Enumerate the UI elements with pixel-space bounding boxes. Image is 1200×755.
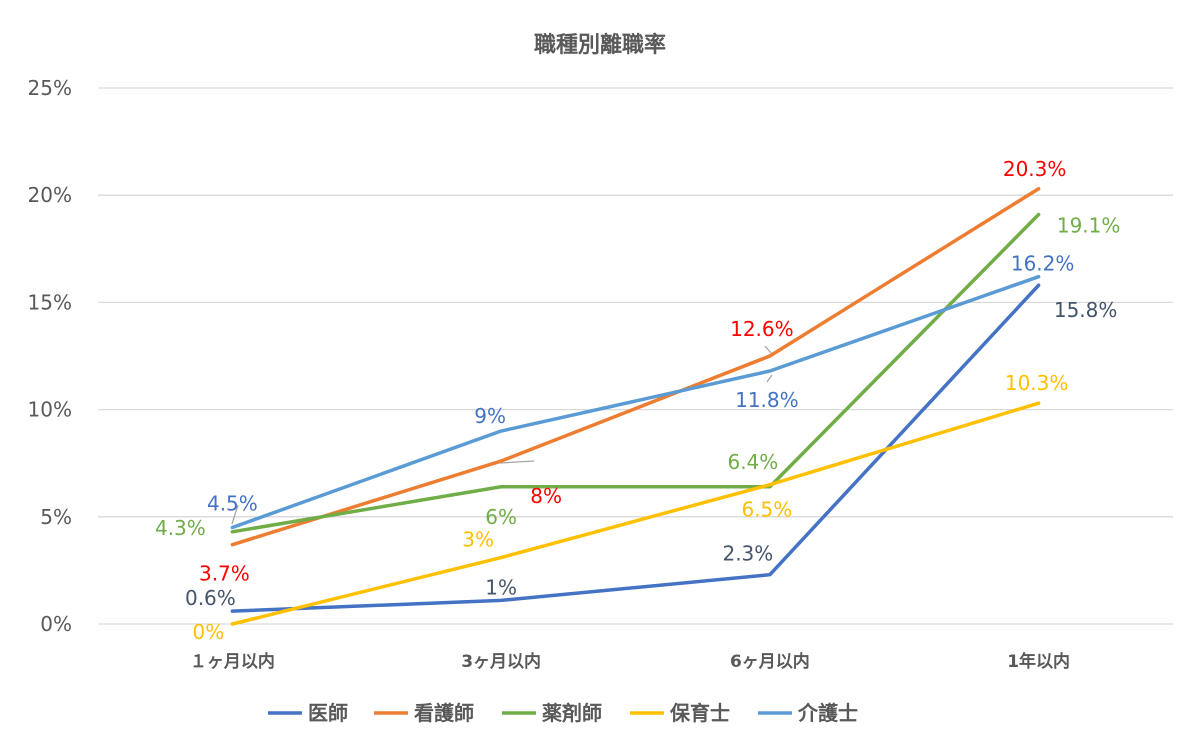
data-label: 16.2% [1011,252,1075,276]
y-axis: 0% 5% 10% 15% 20% 25% [28,76,72,636]
leader-line [764,345,772,354]
data-label: 19.1% [1057,213,1121,237]
y-tick-label: 15% [28,290,72,314]
data-label: 3.7% [199,562,250,586]
data-label: 3% [462,528,494,552]
data-label: 2.3% [722,542,773,566]
y-tick-label: 10% [28,398,72,422]
data-label: 6.4% [727,450,778,474]
legend-item: 薬剤師 [502,701,602,725]
legend-label: 医師 [308,701,348,725]
y-tick-label: 25% [28,76,72,100]
series-line-1 [230,187,1041,547]
data-label: 6% [485,505,517,529]
leader-line [499,460,535,464]
series-line-2 [230,212,1041,534]
chart-title: 職種別離職率 [534,32,666,58]
leader-line [766,374,773,383]
data-label: 12.6% [730,317,794,341]
legend-label: 介護士 [797,701,858,725]
legend-item: 介護士 [758,701,858,725]
legend-label: 薬剤師 [542,701,602,725]
data-label: 9% [474,404,506,428]
data-label: 1% [485,575,517,599]
legend-label: 保育士 [669,701,730,725]
series-line-0 [230,283,1041,613]
data-label: 15.8% [1054,298,1118,322]
data-label: 10.3% [1005,371,1069,395]
legend-item: 保育士 [630,701,730,725]
leader-line [231,504,239,525]
x-tick-label: １ヶ月以内 [190,651,275,672]
data-labels: 0.6% 1% 2.3% 15.8% 3.7% 8% 12.6% 20.3% 4.3% 6% 6.4… [155,157,1120,644]
x-tick-label: 1年以内 [1007,651,1070,672]
legend-item: 医師 [268,701,348,725]
data-label: 0% [193,620,225,644]
series-lines [230,187,1041,626]
y-tick-label: 0% [40,612,72,636]
series-line-3 [230,401,1041,626]
data-label: 0.6% [185,586,236,610]
x-tick-label: 6ヶ月以内 [730,651,810,672]
y-tick-label: 5% [40,505,72,529]
x-axis: １ヶ月以内 3ヶ月以内 6ヶ月以内 1年以内 [190,651,1070,672]
series-line-4 [230,274,1041,530]
legend-label: 看護師 [414,701,474,725]
legend-item: 看護師 [374,701,474,725]
leader-lines [231,345,773,525]
data-label: 8% [530,484,562,508]
x-tick-label: 3ヶ月以内 [461,651,541,672]
data-label: 20.3% [1003,157,1067,181]
data-label: 6.5% [741,498,792,522]
y-tick-label: 20% [28,183,72,207]
legend: 医師 看護師 薬剤師 保育士 介護士 [268,701,858,725]
data-label: 4.3% [155,516,206,540]
data-label: 11.8% [735,388,799,412]
data-label: 4.5% [207,492,258,516]
